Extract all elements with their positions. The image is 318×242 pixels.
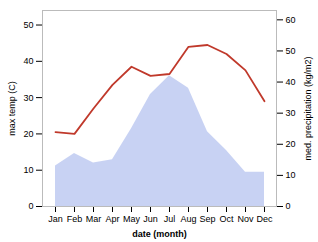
svg-text:0: 0 [28,201,33,211]
svg-text:med. precipitation (kg/m2): med. precipitation (kg/m2) [303,56,313,160]
svg-text:50: 50 [286,46,296,56]
svg-text:Oct: Oct [219,214,234,224]
svg-text:10: 10 [286,170,296,180]
svg-text:40: 40 [286,77,296,87]
svg-text:Feb: Feb [67,214,83,224]
svg-text:20: 20 [23,129,33,139]
svg-text:50: 50 [23,20,33,30]
svg-text:Apr: Apr [105,214,119,224]
svg-text:Aug: Aug [180,214,196,224]
svg-text:0: 0 [286,201,291,211]
svg-text:30: 30 [286,108,296,118]
svg-text:Jan: Jan [48,214,63,224]
svg-text:20: 20 [286,139,296,149]
svg-text:date (month): date (month) [132,229,187,239]
svg-text:Nov: Nov [237,214,254,224]
svg-text:40: 40 [23,56,33,66]
svg-text:Sep: Sep [199,214,215,224]
svg-text:Mar: Mar [86,214,102,224]
svg-text:30: 30 [23,92,33,102]
svg-text:Dec: Dec [256,214,273,224]
svg-text:May: May [123,214,141,224]
svg-text:Jun: Jun [143,214,158,224]
svg-text:10: 10 [23,165,33,175]
svg-text:60: 60 [286,15,296,25]
svg-text:max temp (C): max temp (C) [7,81,17,136]
svg-text:Jul: Jul [164,214,176,224]
